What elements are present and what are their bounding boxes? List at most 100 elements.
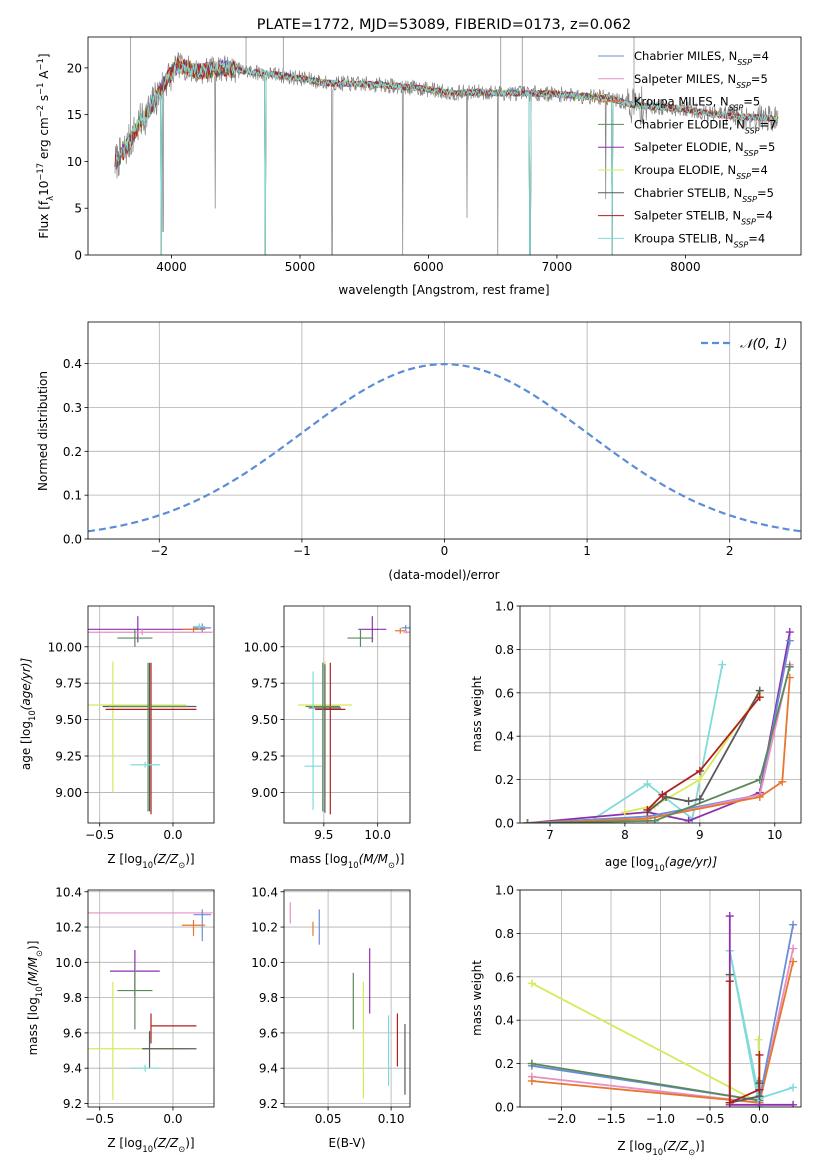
- x-tick-label: −2.0: [547, 1112, 576, 1126]
- y-axis-label-part: s: [37, 95, 51, 105]
- series-marker: [527, 979, 536, 988]
- legend-entry-name: Kroupa MILES: [634, 95, 713, 109]
- series-marker: [523, 819, 532, 823]
- plot-age-vs-Z: −0.5 0.0 9.00 9.25 9.50 9.75 10.00: [48, 605, 215, 842]
- error-point-chabrier-miles: [193, 623, 212, 633]
- axes-frame: −2.0 −1.5 −1.0 −0.5 0.0 0.0 0.2 0.4 0.6 0.8 1.0: [495, 884, 802, 1126]
- legend-entry-n: 4: [765, 209, 772, 223]
- x-axis-label-part: (age/yr)]: [665, 855, 718, 869]
- error-point-salpeter-miles: [88, 629, 213, 636]
- legend-entry-eq: =: [751, 72, 761, 86]
- axes-frame: 7 8 9 10 0.0 0.2 0.4 0.6 0.8 1.0: [495, 600, 802, 842]
- series-marker: [785, 662, 794, 671]
- series-line-kroupa-elodie: [624, 692, 761, 813]
- series-marker: [643, 805, 652, 814]
- y-tick-label: 9.8: [63, 991, 82, 1005]
- axes-spine: [87, 36, 802, 256]
- error-point-chabrier-elodie: [117, 969, 153, 1030]
- series-marker: [785, 628, 794, 637]
- series-line-salpeter-elodie: [728, 916, 794, 1106]
- x-axis-label-part: )]: [185, 852, 194, 866]
- x-tick-label: −1: [293, 544, 311, 558]
- y-axis-label-part: (age/yr)]: [19, 658, 33, 711]
- x-axis-label: E(B-V): [328, 1136, 365, 1150]
- legend-entry-eq: =: [751, 163, 761, 177]
- x-axis-label-part: Z [log: [617, 1139, 652, 1153]
- y-tick-label: 0.8: [495, 927, 514, 941]
- x-tick-label: 5000: [285, 260, 316, 274]
- y-tick-label: 0.3: [63, 401, 82, 415]
- series-marker: [789, 957, 798, 966]
- y-tick-label: 10.4: [55, 885, 82, 899]
- x-tick-label: −2: [150, 544, 168, 558]
- axes-spine: [87, 889, 215, 1108]
- y-axis-label-part: −2: [35, 105, 45, 117]
- y-tick-label: 9.6: [63, 1026, 82, 1040]
- legend-entry-name: Kroupa STELIB: [634, 231, 718, 245]
- y-tick-label: 9.6: [259, 1026, 278, 1040]
- legend-entry-eq: =: [752, 49, 762, 63]
- x-axis-label-part: 10: [654, 863, 665, 873]
- axes-frame: 4000 5000 6000 7000 8000 0 5 10 15 20: [67, 36, 802, 274]
- error-point-salpeter-miles: [403, 630, 410, 634]
- legend-entry: Chabrier MILES, NSSP=4: [634, 49, 769, 67]
- legend-entry: Salpeter ELODIE, NSSP=5: [634, 140, 775, 158]
- y-axis-label-part: −17: [35, 163, 45, 181]
- x-axis-label-part: Z [log: [107, 852, 142, 866]
- legend-entry-suffix: , N: [729, 117, 745, 131]
- x-axis-label-part: 10: [348, 860, 359, 870]
- legend-entry: Chabrier ELODIE, NSSP=7: [634, 117, 776, 135]
- legend-entry-n: 5: [767, 186, 774, 200]
- y-axis-label: mass weight: [470, 960, 484, 1036]
- series-marker: [789, 944, 798, 953]
- y-axis-label-part: A: [37, 70, 51, 83]
- legend-entry-n: 7: [769, 117, 776, 131]
- y-tick-label: 9.00: [251, 786, 278, 800]
- legend-entry-suffix: , N: [726, 186, 742, 200]
- series-marker: [755, 1100, 764, 1107]
- x-tick-label: 0.0: [750, 1112, 769, 1126]
- error-point-salpeter-stelib: [315, 662, 346, 815]
- axes-spine: [87, 605, 215, 824]
- y-tick-label: 0.0: [495, 1101, 514, 1115]
- y-tick-label: 9.25: [55, 750, 82, 764]
- legend-entry-suffix: , N: [713, 95, 729, 109]
- error-point-salpeter-stelib: [150, 1013, 197, 1044]
- plot-age-vs-mass: 9.5 10.0 9.00 9.25 9.50 9.75 10.00: [244, 605, 411, 842]
- axes-frame: 9.5 10.0 9.00 9.25 9.50 9.75 10.00: [244, 605, 411, 842]
- series-marker: [695, 795, 704, 804]
- error-point-kroupa-miles: [181, 626, 206, 633]
- y-axis-label-part: Flux [f: [37, 200, 51, 238]
- model-spectrum-kroupa-stelib: [114, 60, 779, 255]
- x-axis-label-part: ⊙: [178, 860, 185, 870]
- y-axis-label-part: λ: [45, 196, 55, 201]
- legend-entry-suffix: , N: [721, 49, 737, 63]
- series-marker: [789, 1100, 798, 1107]
- legend-entry-sub: SSP: [736, 80, 751, 89]
- legend-entry-suffix: , N: [728, 140, 744, 154]
- x-axis-label-part: ⊙: [178, 1144, 185, 1154]
- x-axis-label: age [log10(age/yr)]: [605, 855, 718, 873]
- series-line-chabrier-miles: [527, 640, 791, 823]
- plot-area: [88, 909, 213, 1100]
- y-tick-label: 0.0: [63, 533, 82, 547]
- y-tick-label: 0.6: [495, 686, 514, 700]
- series-marker: [778, 777, 787, 786]
- legend-entry-name: Chabrier MILES: [634, 49, 721, 63]
- legend-entry-sub: SSP: [736, 172, 751, 181]
- legend-entry-n: 4: [758, 231, 765, 245]
- x-tick-label: 0.0: [163, 828, 182, 842]
- legend-entry-suffix: , N: [720, 72, 736, 86]
- y-tick-label: 9.25: [251, 750, 278, 764]
- series-marker: [650, 816, 659, 823]
- error-point-kroupa-stelib: [304, 671, 322, 810]
- y-tick-label: 9.4: [259, 1062, 278, 1076]
- y-tick-label: 0.2: [495, 773, 514, 787]
- x-axis-label-part: )]: [185, 1136, 194, 1150]
- axes-frame: 0.05 0.10 9.2 9.4 9.6 9.8 10.0 10.2 10.4: [251, 885, 411, 1126]
- series-marker: [789, 1083, 798, 1092]
- plot-mass-vs-Z: −0.5 0.0 9.2 9.4 9.6 9.8 10.0 10.2 10.4: [55, 885, 215, 1126]
- x-axis-label: mass [log10(M/M⊙)]: [290, 852, 405, 870]
- x-axis-label-part: 10: [652, 1147, 663, 1157]
- legend-entry-eq: =: [757, 186, 767, 200]
